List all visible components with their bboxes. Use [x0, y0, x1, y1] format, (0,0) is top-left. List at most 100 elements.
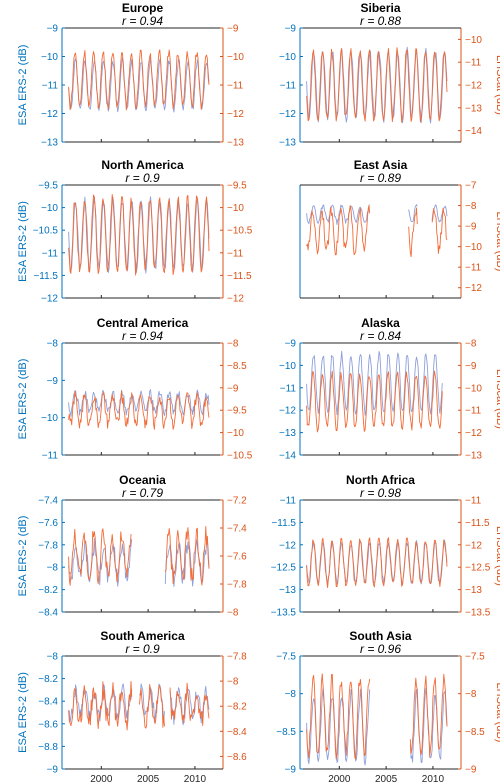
- panel-title: East Asia: [354, 158, 408, 172]
- lhscat-series-line: [306, 370, 443, 433]
- left-tick-label: −9: [285, 339, 297, 350]
- left-axis-label: ESA ERS-2 (dB): [17, 201, 29, 282]
- left-tick-label: −11.5: [271, 518, 296, 529]
- panel-title: Oceania: [119, 473, 166, 487]
- right-tick-label: −9.5: [227, 406, 247, 417]
- right-tick-label: −7: [465, 181, 477, 192]
- left-tick-label: −11: [42, 81, 59, 92]
- x-tick-label: 2005: [137, 774, 160, 784]
- right-tick-label: −12: [465, 540, 482, 551]
- left-tick-label: −8: [47, 652, 59, 663]
- right-tick-label: −9: [465, 222, 477, 233]
- right-tick-label: −12: [227, 294, 244, 305]
- right-tick-label: −7.4: [227, 524, 247, 535]
- panel-subtitle: r = 0.98: [360, 486, 401, 500]
- panel-title: North Africa: [346, 473, 415, 487]
- right-tick-label: −8: [227, 608, 239, 619]
- left-tick-label: −12: [279, 406, 296, 417]
- right-tick-label: −12: [227, 109, 244, 120]
- panel-subtitle: r = 0.94: [122, 329, 163, 343]
- panel-title: Alaska: [361, 316, 400, 330]
- left-tick-label: −9: [47, 376, 59, 387]
- right-tick-label: −12: [465, 81, 482, 92]
- left-tick-label: −8.2: [38, 585, 58, 596]
- lhscat-series-line: [68, 681, 210, 731]
- right-tick-label: −11: [465, 263, 482, 274]
- panel-title: South Asia: [349, 629, 412, 643]
- right-axis-label: LHScat (dB): [494, 55, 500, 115]
- right-tick-label: −10: [465, 35, 482, 46]
- right-tick-label: −7.8: [227, 652, 247, 663]
- left-tick-label: −11: [42, 451, 59, 462]
- left-tick-label: −13.5: [271, 608, 297, 619]
- right-axis-label: LHScat (dB): [494, 212, 500, 272]
- left-tick-label: −11: [280, 81, 297, 92]
- right-tick-label: −9: [465, 361, 477, 372]
- right-tick-label: −9.5: [227, 181, 247, 192]
- x-tick-label: 2010: [422, 774, 445, 784]
- left-tick-label: −7.4: [38, 496, 58, 507]
- right-tick-label: −11: [465, 496, 482, 507]
- panel-subtitle: r = 0.84: [360, 329, 401, 343]
- left-tick-label: −11: [280, 383, 297, 394]
- right-tick-label: −8: [465, 689, 477, 700]
- right-tick-label: −11: [227, 81, 244, 92]
- panel-title: South America: [100, 629, 185, 643]
- lhscat-series-line: [306, 47, 448, 123]
- x-tick-label: 2000: [328, 774, 351, 784]
- right-axis-label: LHScat (dB): [494, 369, 500, 429]
- right-tick-label: −12: [465, 283, 482, 294]
- left-tick-label: −11: [42, 248, 59, 259]
- right-tick-label: −12: [465, 428, 482, 439]
- panel-subtitle: r = 0.96: [360, 642, 401, 656]
- lhscat-series-line: [68, 49, 210, 111]
- right-tick-label: −8.5: [227, 361, 247, 372]
- left-tick-label: −10: [41, 203, 58, 214]
- lhscat-series-line: [68, 390, 210, 430]
- left-tick-label: −13: [279, 585, 296, 596]
- right-tick-label: −8: [465, 201, 477, 212]
- panel-subtitle: r = 0.89: [360, 171, 401, 185]
- left-tick-label: −10: [41, 413, 58, 424]
- right-axis-label: LHScat (dB): [494, 683, 500, 743]
- left-tick-label: −10.5: [33, 226, 59, 237]
- lhscat-series-line: [306, 673, 448, 760]
- right-tick-label: −11: [465, 58, 482, 69]
- right-tick-label: −13: [465, 451, 482, 462]
- right-tick-label: −13: [465, 103, 482, 114]
- left-tick-label: −8.4: [38, 697, 58, 708]
- panel-subtitle: r = 0.88: [360, 14, 401, 28]
- left-tick-label: −7.5: [276, 652, 296, 663]
- ers-series-line: [68, 196, 210, 274]
- panel-subtitle: r = 0.9: [125, 642, 160, 656]
- left-tick-label: −12: [279, 540, 296, 551]
- panel-subtitle: r = 0.94: [122, 14, 163, 28]
- right-tick-label: −8.4: [227, 727, 247, 738]
- panel-title: North America: [101, 158, 184, 172]
- lhscat-series-line: [306, 537, 448, 589]
- lhscat-series-line: [68, 194, 210, 276]
- right-tick-label: −8.2: [227, 702, 247, 713]
- right-tick-label: −7.8: [227, 580, 247, 591]
- left-tick-label: −8: [47, 563, 59, 574]
- ers-series-line: [68, 57, 210, 113]
- right-tick-label: −10: [227, 52, 244, 63]
- left-tick-label: −8.4: [38, 608, 58, 619]
- x-tick-label: 2010: [184, 774, 207, 784]
- left-axis-label: ESA ERS-2 (dB): [17, 672, 29, 753]
- lhscat-series-line: [68, 526, 210, 586]
- left-tick-label: −10: [279, 52, 296, 63]
- panel-subtitle: r = 0.9: [125, 171, 160, 185]
- right-tick-label: −10: [465, 383, 482, 394]
- right-tick-label: −10: [227, 203, 244, 214]
- left-tick-label: −7.6: [38, 518, 58, 529]
- right-tick-label: −9: [227, 24, 239, 35]
- left-tick-label: −12: [41, 294, 58, 305]
- right-tick-label: −8: [227, 339, 239, 350]
